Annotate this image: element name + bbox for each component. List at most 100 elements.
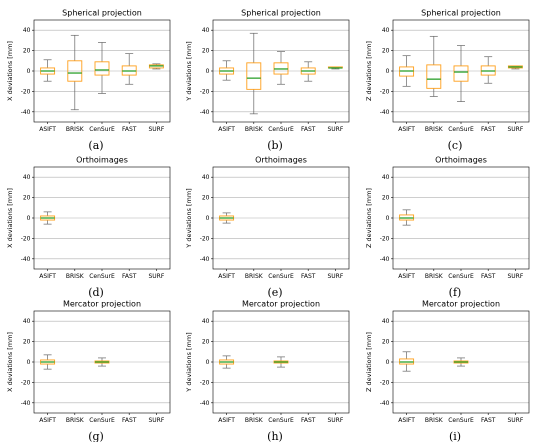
x-tick-label: BRISK [425, 417, 444, 424]
box-censure [94, 42, 110, 94]
x-tick-label: ASIFT [39, 417, 56, 424]
y-tick-label: -20 [380, 88, 390, 95]
x-tick-label: SURF [327, 417, 343, 424]
y-tick-label: -40 [380, 256, 390, 263]
x-tick-label: BRISK [245, 126, 264, 133]
subplot-title: Orthoimages [435, 156, 487, 165]
x-tick-label: CenSurE [448, 417, 474, 424]
y-axis-label: Z deviations [mm] [365, 41, 373, 101]
y-tick-label: 0 [206, 359, 210, 366]
x-tick-label: ASIFT [398, 273, 415, 280]
x-tick-label: SURF [148, 417, 164, 424]
y-tick-label: 20 [202, 48, 210, 55]
y-tick-label: 20 [382, 48, 390, 55]
box-fast [121, 53, 137, 85]
x-tick-label: BRISK [66, 417, 85, 424]
y-tick-label: -20 [200, 379, 210, 386]
subplot-4: -40 -20 0 20 40 ASIFT BRISK CenSurE FAST SURF Orth… [6, 156, 171, 299]
y-tick-label: -20 [21, 379, 31, 386]
x-tick-label: ASIFT [39, 126, 56, 133]
y-tick-label: 40 [202, 174, 210, 181]
box-fast [480, 56, 496, 84]
x-tick-label: SURF [327, 126, 343, 133]
subplot-5: -40 -20 0 20 40 ASIFT BRISK CenSurE FAST SURF Orth… [185, 156, 350, 299]
box-asift [219, 212, 235, 224]
subplot-caption: (c) [448, 139, 463, 152]
subplot-caption: (h) [267, 430, 283, 442]
subplot-7: -40 -20 0 20 40 ASIFT BRISK CenSurE FAST SURF Merc… [6, 300, 171, 442]
y-tick-label: 40 [202, 318, 210, 325]
subplot-9: -40 -20 0 20 40 ASIFT BRISK CenSurE FAST SURF Merc… [365, 300, 530, 442]
x-tick-label: FAST [301, 417, 316, 424]
y-tick-label: -20 [380, 235, 390, 242]
box-censure [273, 356, 289, 368]
y-axis-label: Y deviations [mm] [185, 41, 193, 101]
x-tick-label: SURF [148, 273, 164, 280]
subplot-caption: (f) [449, 286, 462, 299]
y-tick-label: 20 [23, 195, 31, 202]
subplot-title: Mercator projection [63, 300, 141, 309]
x-tick-label: FAST [122, 126, 137, 133]
box-iqr [426, 64, 442, 89]
subplot-title: Mercator projection [242, 300, 320, 309]
subplot-2: -40 -20 0 20 40 ASIFT BRISK CenSurE FAST SURF Sphe… [185, 9, 350, 152]
y-tick-label: -40 [380, 400, 390, 407]
x-tick-label: BRISK [425, 273, 444, 280]
subplot-caption: (b) [267, 139, 283, 152]
x-tick-label: SURF [507, 273, 523, 280]
y-axis-label: Y deviations [mm] [185, 332, 193, 392]
y-tick-label: 0 [206, 215, 210, 222]
x-tick-label: ASIFT [398, 126, 415, 133]
x-tick-label: CenSurE [89, 273, 115, 280]
box-asift [219, 355, 235, 369]
box-iqr [94, 61, 110, 76]
y-tick-label: -40 [200, 109, 210, 116]
box-surf [507, 65, 523, 70]
box-iqr [67, 60, 83, 82]
x-tick-label: SURF [148, 126, 164, 133]
x-tick-label: ASIFT [218, 417, 235, 424]
box-brisk [246, 32, 262, 115]
y-tick-label: 0 [206, 68, 210, 75]
subplot-title: Mercator projection [422, 300, 500, 309]
box-asift [219, 60, 235, 81]
x-tick-label: BRISK [66, 126, 85, 133]
y-tick-label: 0 [386, 68, 390, 75]
x-tick-label: ASIFT [218, 126, 235, 133]
x-tick-label: ASIFT [398, 417, 415, 424]
subplot-caption: (d) [88, 286, 104, 299]
y-axis-label: Z deviations [mm] [365, 332, 373, 392]
y-tick-label: 40 [382, 27, 390, 34]
y-tick-label: 20 [23, 339, 31, 346]
box-brisk [67, 34, 83, 111]
y-tick-label: 40 [23, 27, 31, 34]
box-censure [273, 51, 289, 85]
y-tick-label: 20 [382, 339, 390, 346]
subplot-8: -40 -20 0 20 40 ASIFT BRISK CenSurE FAST SURF Merc… [185, 300, 350, 442]
y-axis-label: Y deviations [mm] [185, 188, 193, 248]
subplot-caption: (i) [449, 430, 461, 442]
x-tick-label: CenSurE [89, 417, 115, 424]
box-censure [453, 45, 469, 102]
y-tick-label: 40 [23, 318, 31, 325]
box-asift [399, 55, 415, 87]
subplot-title: Spherical projection [241, 9, 321, 18]
y-tick-label: -40 [200, 256, 210, 263]
y-axis-label: X deviations [mm] [6, 41, 14, 101]
y-tick-label: -40 [21, 109, 31, 116]
x-tick-label: CenSurE [89, 126, 115, 133]
y-tick-label: 40 [382, 318, 390, 325]
y-tick-label: -20 [380, 379, 390, 386]
y-axis-label: Z deviations [mm] [365, 188, 373, 248]
x-tick-label: CenSurE [268, 417, 294, 424]
box-asift [40, 211, 56, 225]
box-surf [148, 63, 164, 70]
x-tick-label: FAST [301, 126, 316, 133]
x-tick-label: BRISK [245, 417, 264, 424]
x-tick-label: FAST [301, 273, 316, 280]
y-tick-label: -20 [21, 235, 31, 242]
x-tick-label: CenSurE [448, 126, 474, 133]
y-tick-label: 20 [202, 195, 210, 202]
y-axis-label: X deviations [mm] [6, 188, 14, 248]
